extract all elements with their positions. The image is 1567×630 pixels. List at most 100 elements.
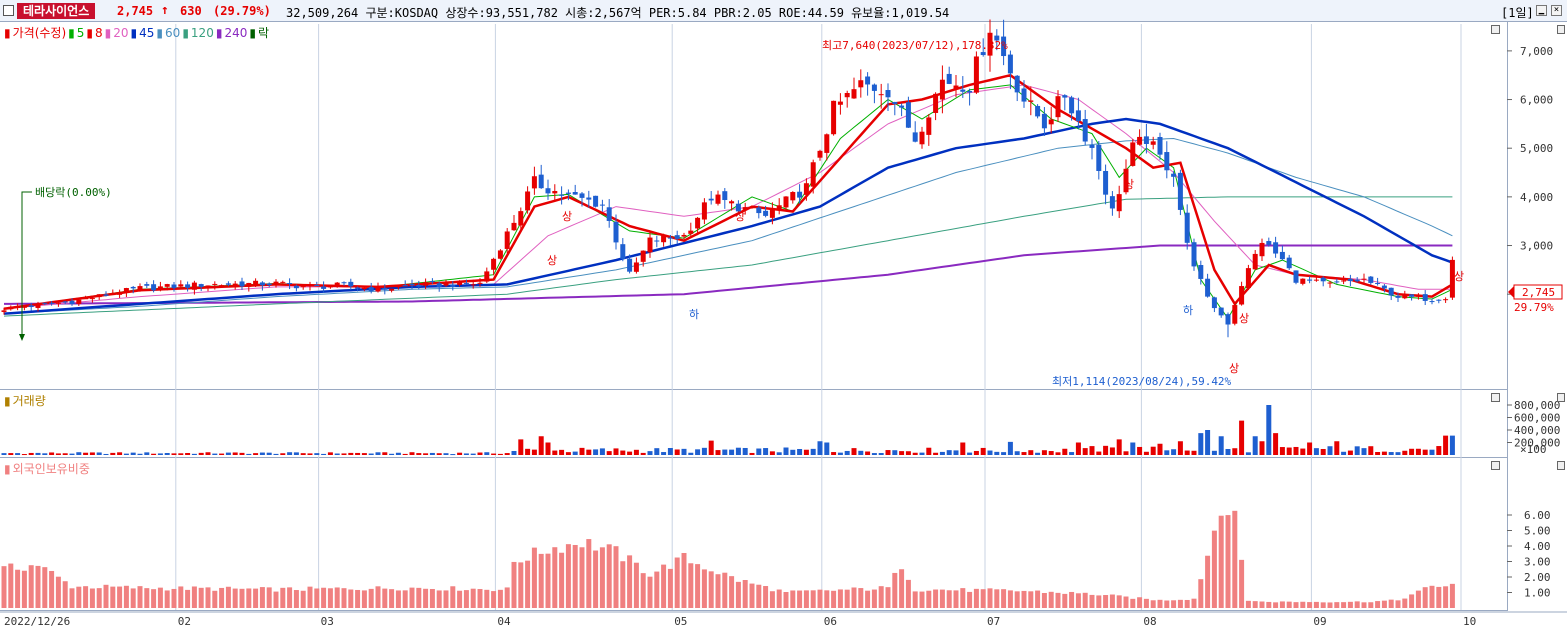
volume-bar	[980, 447, 986, 455]
foreign-bar	[191, 586, 197, 608]
legend-label[interactable]: 8	[95, 26, 103, 40]
legend-label[interactable]: 45	[139, 26, 155, 40]
x-tick-label: 04	[497, 615, 511, 628]
foreign-bar	[1218, 515, 1224, 608]
legend-label[interactable]: 가격(수정)	[12, 26, 67, 40]
volume-bar	[803, 449, 809, 455]
volume-bar	[178, 453, 184, 455]
legend-marker-icon: ▮	[215, 26, 223, 40]
volume-bar	[763, 448, 769, 455]
foreign-bar	[103, 584, 109, 608]
foreign-bar	[15, 569, 21, 608]
ma8-line	[3, 73, 1454, 311]
candle-body	[423, 282, 429, 286]
candle-body	[470, 284, 476, 286]
x-tick-label: 03	[321, 615, 334, 628]
volume-bar	[246, 453, 252, 455]
candle-body	[1381, 285, 1387, 289]
period-selector[interactable]: [1일]	[1501, 6, 1534, 20]
legend-label[interactable]: 120	[190, 26, 214, 40]
volume-bar	[967, 452, 973, 455]
volume-bar	[831, 452, 837, 455]
volume-bar	[620, 450, 626, 455]
legend-label[interactable]: 락	[257, 26, 269, 40]
volume-bar	[518, 439, 524, 455]
volume-bar	[42, 453, 48, 455]
volume-bar	[599, 448, 605, 455]
candle-body	[511, 222, 517, 231]
candle-body	[1252, 253, 1258, 270]
foreign-bar	[1334, 602, 1340, 608]
volume-bar	[1368, 446, 1374, 455]
volume-bar	[613, 448, 619, 455]
candles	[1, 19, 1455, 338]
volume-bar	[586, 449, 592, 455]
y-tick-label: 3,000	[1520, 240, 1553, 253]
candle-body	[389, 288, 395, 291]
volume-bar	[1089, 446, 1095, 455]
volume-bar	[667, 448, 673, 455]
foreign-bar	[905, 579, 911, 608]
volume-bar	[865, 451, 871, 455]
close-icon[interactable]: ×	[1551, 5, 1562, 16]
legend-label[interactable]: 5	[76, 26, 85, 40]
volume-bar	[892, 450, 898, 455]
candle-body	[1143, 136, 1149, 144]
candle-body	[321, 286, 327, 289]
candle-body	[395, 286, 401, 288]
volume-pane-minimize-icon[interactable]	[1491, 393, 1500, 402]
legend-label[interactable]: 60	[165, 26, 181, 40]
volume-bar	[1375, 451, 1381, 455]
foreign-bar	[620, 561, 626, 608]
foreign-bar	[1062, 593, 1068, 608]
minimize-icon[interactable]: ▁	[1536, 5, 1547, 16]
select-checkbox[interactable]	[3, 5, 14, 16]
volume-bar	[110, 452, 116, 455]
candle-body	[83, 298, 89, 300]
x-tick-label: 2022/12/26	[4, 615, 70, 628]
foreign-bar	[69, 588, 75, 608]
volume-bar	[151, 453, 157, 455]
foreign-bar	[144, 588, 150, 608]
volume-bar	[300, 453, 306, 455]
candle-body	[797, 191, 803, 198]
stock-name-button[interactable]: 테라사이언스	[17, 3, 96, 19]
foreign-bar	[919, 591, 925, 608]
candle-body	[355, 287, 361, 289]
up-marker: 상	[735, 210, 745, 223]
candle-body	[130, 286, 136, 289]
candle-body	[776, 205, 782, 210]
volume-bar	[593, 449, 599, 455]
foreign-bar	[89, 588, 95, 608]
stock-stats: 32,509,264 구분:KOSDAQ 상장수:93,551,782 시총:2…	[286, 6, 950, 20]
candle-body	[919, 131, 925, 145]
volume-bar	[103, 453, 109, 455]
high-annotation: 최고7,640(2023/07/12),178.32%	[822, 39, 1008, 52]
candle-body	[885, 90, 891, 98]
volume-bar	[1191, 450, 1197, 455]
legend-label[interactable]: 20	[113, 26, 129, 40]
volume-bar	[1001, 452, 1007, 455]
price-axis-close-icon[interactable]	[1557, 25, 1565, 34]
volume-bar	[137, 453, 143, 455]
foreign-bar	[436, 590, 442, 608]
volume-bar	[1327, 446, 1333, 455]
foreign-pane-minimize-icon[interactable]	[1491, 461, 1500, 470]
candle-body	[1082, 119, 1088, 142]
price-pane-minimize-icon[interactable]	[1491, 25, 1500, 34]
volume-axis-close-icon[interactable]	[1557, 393, 1565, 402]
price-pane[interactable]	[0, 22, 1507, 390]
foreign-axis-close-icon[interactable]	[1557, 461, 1565, 470]
foreign-pane[interactable]	[0, 458, 1507, 611]
foreign-bar	[55, 576, 61, 608]
volume-pane[interactable]	[0, 390, 1507, 458]
volume-bar	[783, 447, 789, 455]
candle-body	[334, 282, 340, 287]
foreign-bar	[769, 591, 775, 608]
volume-bar	[1449, 435, 1455, 455]
legend-label[interactable]: 240	[224, 26, 248, 40]
candle-body	[878, 94, 884, 96]
current-pct-tag-label: 29.79%	[1514, 301, 1554, 314]
foreign-bar	[708, 571, 714, 608]
